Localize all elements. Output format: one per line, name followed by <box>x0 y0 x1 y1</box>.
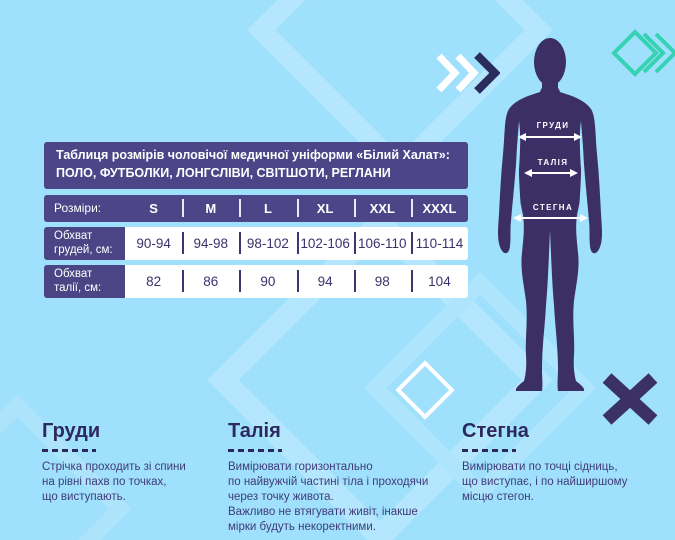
section-chest-text: Стрічка проходить зі спини на рівні пахв… <box>42 460 186 503</box>
size-table: Таблиця розмірів чоловічої медичної уніф… <box>44 142 468 298</box>
section-chest: Груди Стрічка проходить зі спини на рівн… <box>42 420 227 505</box>
triple-chevron-icon <box>436 52 500 94</box>
size-header-m: M <box>182 195 239 222</box>
size-header-l: L <box>239 195 296 222</box>
male-silhouette <box>498 38 602 391</box>
chest-value: 94-98 <box>182 227 239 260</box>
waist-row-label: Обхват талії, см: <box>44 264 125 298</box>
figure-label-waist: ТАЛІЯ <box>537 158 569 167</box>
section-hips-text: Вимірювати по точці сідниць, що виступає… <box>462 460 628 503</box>
figure-label-hips: СТЕГНА <box>532 203 574 212</box>
waist-value: 90 <box>239 265 296 298</box>
waist-value: 98 <box>353 265 411 298</box>
waist-value: 94 <box>296 265 354 298</box>
size-header-s: S <box>149 200 158 216</box>
figure-label-chest: ГРУДИ <box>536 121 570 130</box>
chest-value: 106-110 <box>353 227 411 260</box>
x-mark-icon <box>602 373 658 425</box>
size-header-xl: XL <box>296 195 354 222</box>
dashed-divider <box>228 449 282 452</box>
waist-value: 104 <box>410 265 468 298</box>
measure-arrow-waist <box>524 169 578 177</box>
chest-value: 90-94 <box>136 235 171 251</box>
section-chest-heading: Груди <box>42 420 101 442</box>
table-title-line1: Таблиця розмірів чоловічої медичної уніф… <box>56 148 450 162</box>
sizes-row-label: Розміри: <box>54 201 102 215</box>
section-hips-heading: Стегна <box>462 420 529 442</box>
waist-row-values: 82 86 90 94 98 104 <box>125 264 468 298</box>
dashed-divider <box>462 449 516 452</box>
size-header-xxxl: XXXL <box>410 195 468 222</box>
measure-arrow-hips <box>513 214 588 222</box>
waist-value: 82 <box>146 273 162 289</box>
section-waist-text: Вимірювати горизонтально по найвужчій ча… <box>228 460 429 533</box>
chest-value: 98-102 <box>239 227 296 260</box>
chest-row-label: Обхват грудей, см: <box>44 226 125 260</box>
section-hips: Стегна Вимірювати по точці сідниць, що в… <box>462 420 667 505</box>
table-row-chest: Обхват грудей, см: 90-94 94-98 98-102 10… <box>44 226 468 260</box>
chest-value: 110-114 <box>410 227 468 260</box>
section-waist-heading: Талія <box>228 420 281 442</box>
table-row-waist: Обхват талії, см: 82 86 90 94 98 104 <box>44 264 468 298</box>
table-title: Таблиця розмірів чоловічої медичної уніф… <box>44 142 468 189</box>
waist-value: 86 <box>182 265 239 298</box>
section-waist: Талія Вимірювати горизонтально по найвуж… <box>228 420 463 535</box>
size-header-xxl: XXL <box>353 195 411 222</box>
table-sizes-row: Розміри: S M L XL XXL XXXL <box>44 194 468 222</box>
dashed-divider <box>42 449 96 452</box>
measure-arrow-chest <box>518 133 582 141</box>
brand-diamond-icon <box>611 29 675 77</box>
chest-value: 102-106 <box>296 227 354 260</box>
chest-row-values: 90-94 94-98 98-102 102-106 106-110 110-1… <box>125 226 468 260</box>
table-title-line2: ПОЛО, ФУТБОЛКИ, ЛОНГСЛІВИ, СВІТШОТИ, РЕГ… <box>56 165 391 180</box>
